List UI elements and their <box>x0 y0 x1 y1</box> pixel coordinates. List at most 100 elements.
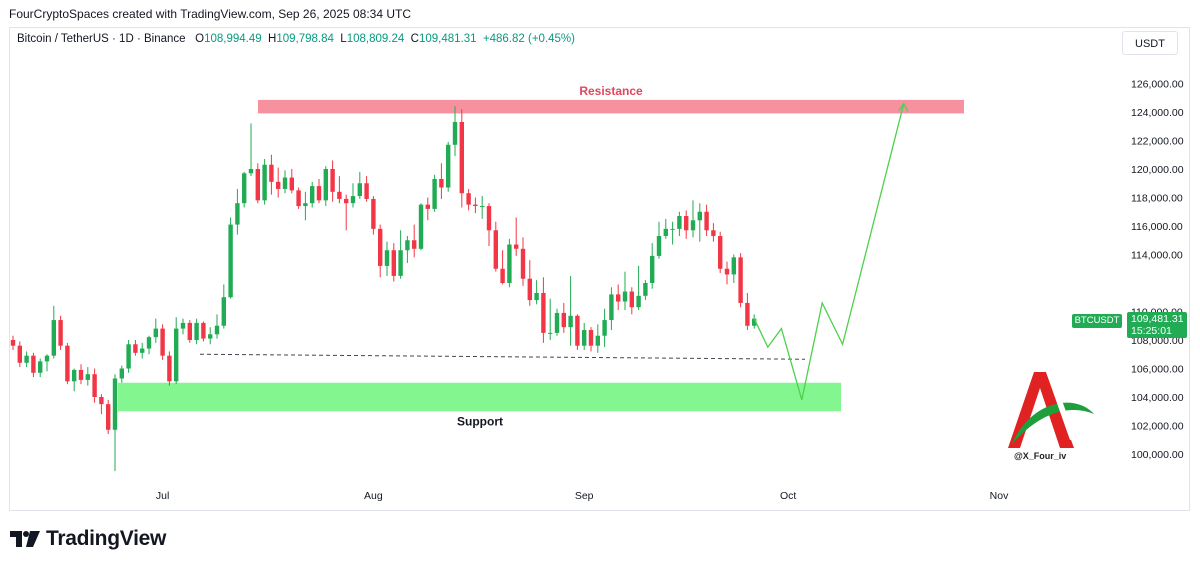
currency-button[interactable]: USDT <box>1122 31 1178 55</box>
tradingview-logo[interactable]: TradingView <box>10 526 166 552</box>
support-zone <box>118 382 841 412</box>
candle-body <box>160 328 165 356</box>
candle-body <box>357 183 362 197</box>
candle-body <box>425 204 430 209</box>
candle-body <box>520 248 526 279</box>
candle-body <box>616 294 621 302</box>
candle-body <box>650 255 655 283</box>
candle-body <box>24 355 29 363</box>
x-axis-tick-label: Sep <box>575 490 594 502</box>
last-price-tag: 109,481.31 15:25:01 <box>1127 312 1187 338</box>
close-label: C <box>410 33 419 45</box>
candle-body <box>167 355 172 382</box>
y-axis-tick-label: 120,000.00 <box>1131 164 1184 176</box>
tradingview-wordmark: TradingView <box>46 527 167 550</box>
candle-body <box>38 361 43 373</box>
candle-body <box>711 230 716 236</box>
y-axis-tick-label: 124,000.00 <box>1131 107 1184 119</box>
candle-body <box>745 302 750 326</box>
candle-body <box>418 204 424 249</box>
candle-body <box>378 228 383 266</box>
resistance-label: Resistance <box>579 84 643 98</box>
bar-countdown: 15:25:01 <box>1131 325 1172 337</box>
candle-body <box>663 228 668 236</box>
candle-body <box>704 211 709 231</box>
candle-body <box>452 121 458 145</box>
candle-body <box>112 378 118 430</box>
candle-body <box>323 169 328 201</box>
candle-body <box>17 345 22 363</box>
candle-body <box>174 328 179 382</box>
candle-body <box>310 186 315 204</box>
candle-body <box>44 355 50 362</box>
candle-body <box>602 320 607 336</box>
x-axis-tick-label: Jul <box>156 490 169 502</box>
candle-body <box>541 292 546 333</box>
resistance-zone <box>258 99 964 114</box>
candle-body <box>534 292 539 301</box>
low-label: L <box>340 33 347 45</box>
candle-body <box>289 177 294 191</box>
y-axis-tick-label: 104,000.00 <box>1131 392 1184 404</box>
candle-body <box>398 250 403 276</box>
candle-body <box>622 291 628 302</box>
candle-body <box>371 198 376 229</box>
candle-body <box>439 178 444 188</box>
y-axis-tick-label: 122,000.00 <box>1131 136 1184 148</box>
candle-body <box>92 374 97 397</box>
candle-body <box>432 178 437 209</box>
chart-panel[interactable] <box>9 27 1190 511</box>
candle-body <box>473 204 478 207</box>
candle-body <box>636 295 641 308</box>
candle-body <box>214 325 220 335</box>
chart-credit: FourCryptoSpaces created with TradingVie… <box>9 7 411 21</box>
candle-body <box>507 244 512 283</box>
candle-body <box>575 315 580 346</box>
x-axis-tick-label: Aug <box>364 490 383 502</box>
candle-body <box>242 173 247 204</box>
candle-body <box>10 340 16 346</box>
y-axis-tick-label: 118,000.00 <box>1131 193 1183 205</box>
candle-body <box>72 369 77 382</box>
candle-body <box>194 322 199 340</box>
candle-body <box>609 294 614 321</box>
symbol-name[interactable]: Bitcoin / TetherUS · 1D · Binance <box>17 33 186 45</box>
candle-body <box>724 268 730 275</box>
candle-body <box>133 344 138 353</box>
candle-body <box>384 250 390 266</box>
candle-body <box>677 216 682 229</box>
candle-body <box>697 211 702 221</box>
candle-body <box>459 121 464 194</box>
candle-body <box>316 186 322 201</box>
candle-body <box>269 164 274 182</box>
tradingview-logo-icon <box>10 531 40 547</box>
candle-body <box>554 312 560 333</box>
candle-body <box>31 355 36 373</box>
candle-body <box>262 164 267 201</box>
y-axis-tick-label: 126,000.00 <box>1131 79 1184 91</box>
candle-body <box>493 230 498 269</box>
candle-body <box>670 228 675 230</box>
y-axis-tick-label: 106,000.00 <box>1131 364 1184 376</box>
candle-body <box>276 181 281 189</box>
candle-body <box>629 291 634 308</box>
candle-body <box>303 203 308 207</box>
close-value: 109,481.31 <box>418 33 477 45</box>
candle-body <box>718 235 723 269</box>
y-axis-tick-label: 108,000.00 <box>1131 335 1184 347</box>
candle-body <box>146 337 152 349</box>
candle-body <box>119 368 124 379</box>
candle-body <box>221 297 226 326</box>
candle-body <box>514 244 519 249</box>
candle-body <box>588 330 594 346</box>
candle-body <box>106 404 111 430</box>
symbol-price-tag: BTCUSDT <box>1072 314 1122 328</box>
support-trendline <box>199 353 806 360</box>
x-axis-tick-label: Nov <box>990 490 1009 502</box>
candle-body <box>684 216 689 231</box>
candle-body <box>248 169 254 174</box>
candle-body <box>568 315 573 328</box>
candle-body <box>78 369 84 380</box>
candle-body <box>58 320 63 346</box>
